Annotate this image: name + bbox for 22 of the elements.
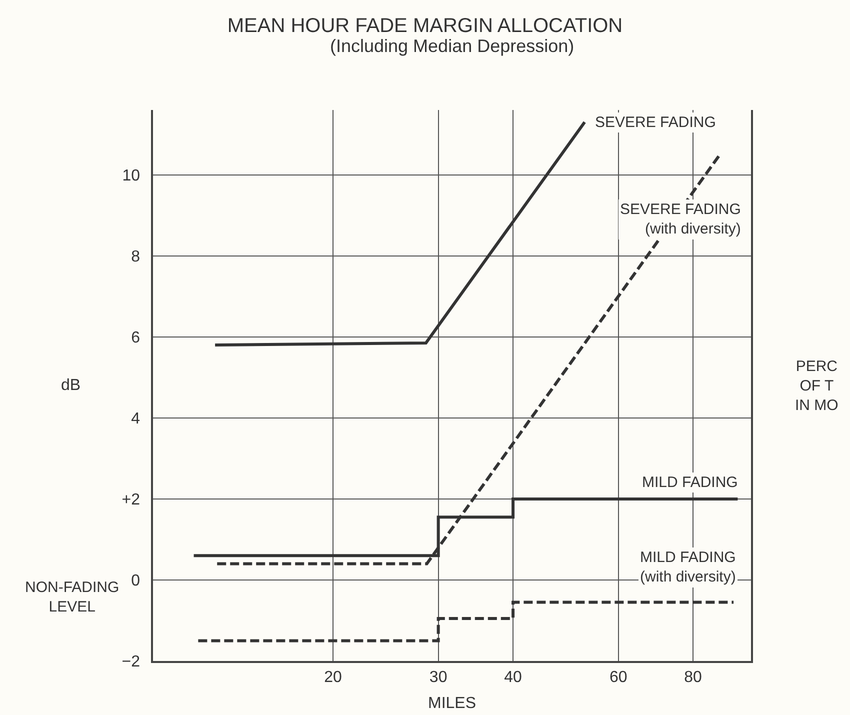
y-tick-label: +2: [122, 492, 140, 509]
y-axis-title: dB: [61, 377, 81, 394]
y-tick-label: 10: [122, 167, 140, 184]
y-tick-label: 8: [131, 248, 140, 266]
x-axis-title: MILES: [428, 695, 476, 712]
text: NON-FADING LEVEL: [25, 579, 120, 616]
y-tick-label: 4: [131, 410, 140, 428]
series-label: MILD FADING (with diversity): [640, 549, 736, 586]
series-label: SEVERE FADING (with diversity): [620, 201, 741, 238]
text: PERC OF T IN MO: [795, 358, 838, 414]
series-label: SEVERE FADING: [595, 114, 716, 131]
x-tick-label: 60: [609, 668, 628, 686]
y-tick-label: 0: [131, 572, 140, 590]
y-tick-label: −2: [122, 654, 140, 671]
x-tick-label: 20: [324, 668, 342, 686]
x-tick-label: 40: [504, 668, 522, 686]
series-label: MILD FADING: [642, 474, 738, 491]
y-tick-label: 6: [131, 329, 140, 346]
x-tick-label: 80: [684, 668, 702, 686]
x-tick-label: 30: [429, 668, 448, 686]
chart-subtitle: (Including Median Depression): [330, 36, 574, 56]
chart-title: MEAN HOUR FADE MARGIN ALLOCATION: [227, 14, 623, 37]
